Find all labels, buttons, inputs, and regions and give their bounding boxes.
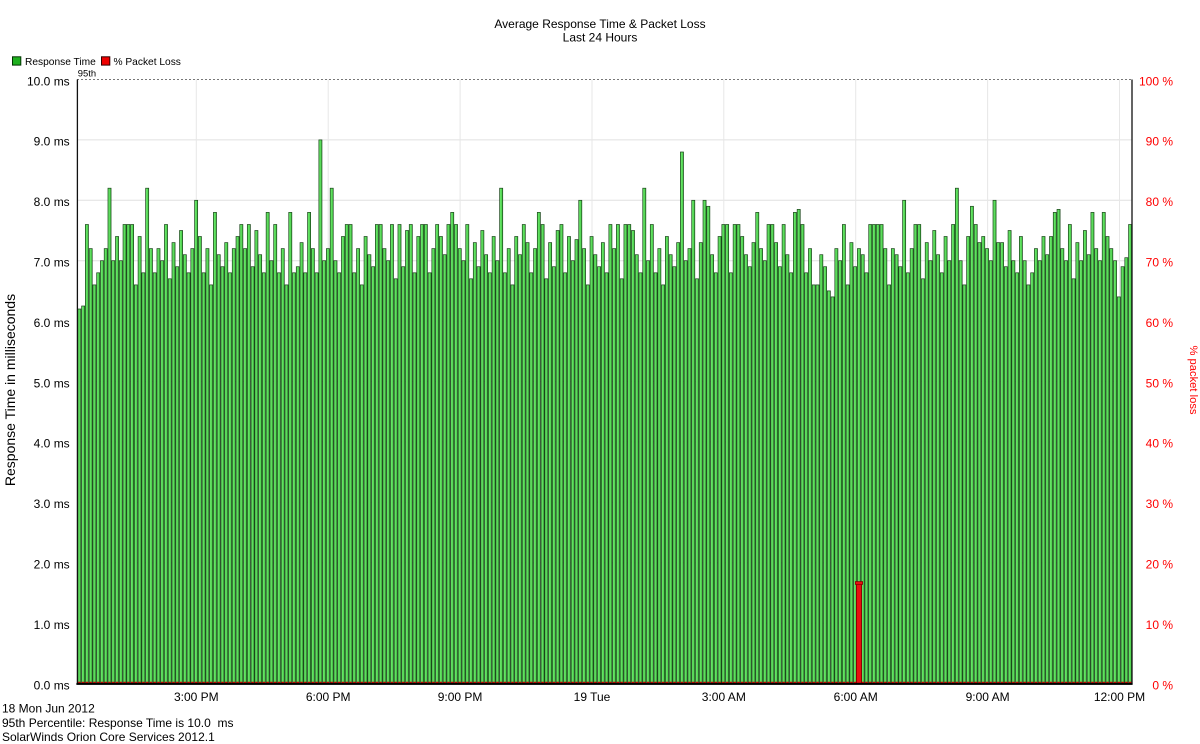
svg-text:6.0 ms: 6.0 ms xyxy=(34,316,70,330)
svg-text:Last 24 Hours: Last 24 Hours xyxy=(563,31,638,45)
svg-text:Response Time in milliseconds: Response Time in milliseconds xyxy=(2,294,18,486)
svg-text:3:00 PM: 3:00 PM xyxy=(174,690,219,704)
svg-text:100 %: 100 % xyxy=(1139,74,1173,88)
svg-text:Response Time: Response Time xyxy=(25,57,96,68)
svg-text:% Packet Loss: % Packet Loss xyxy=(114,57,181,68)
svg-text:0 %: 0 % xyxy=(1152,678,1173,692)
svg-text:95th: 95th xyxy=(78,67,96,78)
svg-text:50 %: 50 % xyxy=(1146,376,1174,390)
svg-text:0.0 ms: 0.0 ms xyxy=(34,678,70,692)
svg-text:9:00 AM: 9:00 AM xyxy=(966,690,1010,704)
svg-text:10.0 ms: 10.0 ms xyxy=(27,74,70,88)
svg-text:4.0 ms: 4.0 ms xyxy=(34,437,70,451)
svg-text:9:00 PM: 9:00 PM xyxy=(438,690,483,704)
svg-text:70 %: 70 % xyxy=(1146,256,1174,270)
svg-text:2.0 ms: 2.0 ms xyxy=(34,558,70,572)
svg-text:95th Percentile: Response Time: 95th Percentile: Response Time is 10.0 m… xyxy=(2,716,233,730)
svg-text:18 Mon Jun 2012: 18 Mon Jun 2012 xyxy=(2,702,95,716)
svg-text:3.0 ms: 3.0 ms xyxy=(34,497,70,511)
svg-text:12:00 PM: 12:00 PM xyxy=(1094,690,1145,704)
svg-text:1.0 ms: 1.0 ms xyxy=(34,618,70,632)
svg-text:9.0 ms: 9.0 ms xyxy=(34,135,70,149)
svg-text:40 %: 40 % xyxy=(1146,437,1174,451)
svg-text:Average Response Time & Packet: Average Response Time & Packet Loss xyxy=(494,17,705,31)
svg-text:3:00 AM: 3:00 AM xyxy=(702,690,746,704)
svg-text:6:00 PM: 6:00 PM xyxy=(306,690,351,704)
svg-text:6:00 AM: 6:00 AM xyxy=(834,690,878,704)
svg-text:80 %: 80 % xyxy=(1146,195,1174,209)
svg-text:5.0 ms: 5.0 ms xyxy=(34,376,70,390)
svg-text:10 %: 10 % xyxy=(1146,618,1174,632)
svg-text:60 %: 60 % xyxy=(1146,316,1174,330)
svg-text:7.0 ms: 7.0 ms xyxy=(34,256,70,270)
svg-text:8.0 ms: 8.0 ms xyxy=(34,195,70,209)
svg-text:20 %: 20 % xyxy=(1146,558,1174,572)
svg-text:% packet loss: % packet loss xyxy=(1187,345,1199,414)
svg-text:30 %: 30 % xyxy=(1146,497,1174,511)
svg-text:90 %: 90 % xyxy=(1146,135,1174,149)
svg-text:19 Tue: 19 Tue xyxy=(574,690,611,704)
svg-text:SolarWinds Orion Core Services: SolarWinds Orion Core Services 2012.1 xyxy=(2,730,215,744)
